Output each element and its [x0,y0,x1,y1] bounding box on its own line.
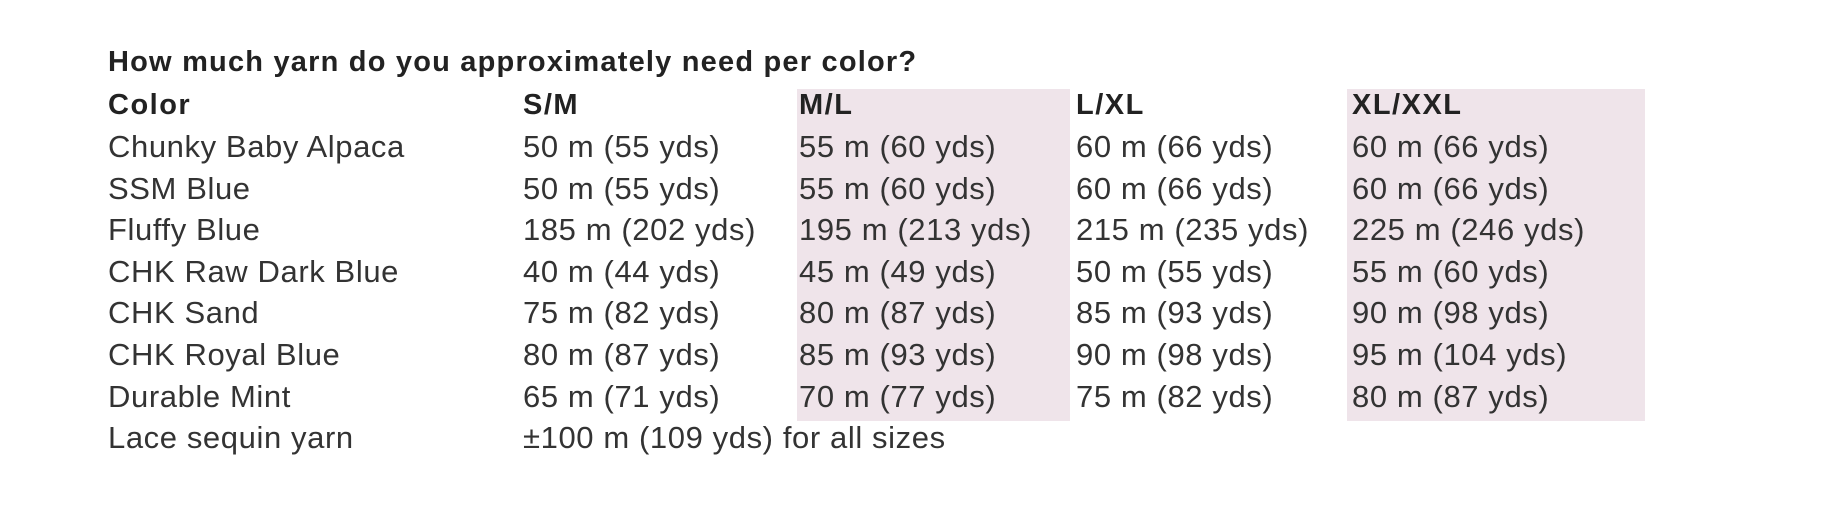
value-l-xl: 60 m (66 yds) [1076,170,1274,206]
row-label: CHK Raw Dark Blue [108,253,400,289]
row-label: Durable Mint [108,378,291,414]
value-s-m: 50 m (55 yds) [523,170,721,206]
column-highlight-m-l [797,89,1070,421]
value-s-m: 40 m (44 yds) [523,253,721,289]
row-label: SSM Blue [108,170,251,206]
value-l-xl: 215 m (235 yds) [1076,212,1309,248]
value-m-l: 55 m (60 yds) [799,170,997,206]
table-row: Durable Mint 65 m (71 yds) 70 m (77 yds) 75… [0,376,1848,417]
row-label: Fluffy Blue [108,212,261,248]
value-s-m: 75 m (82 yds) [523,295,721,331]
header-l-xl: L/XL [1076,89,1145,121]
value-xl-xxl: 55 m (60 yds) [1352,253,1550,289]
value-l-xl: 60 m (66 yds) [1076,129,1274,164]
value-m-l: 80 m (87 yds) [799,295,997,331]
header-xl-xxl: XL/XXL [1352,89,1463,121]
value-l-xl: 85 m (93 yds) [1076,295,1274,331]
value-l-xl: 90 m (98 yds) [1076,337,1274,372]
row-label: CHK Royal Blue [108,337,341,372]
value-l-xl: 75 m (82 yds) [1076,378,1274,414]
value-m-l: 85 m (93 yds) [799,337,997,372]
value-s-m: 50 m (55 yds) [523,129,721,164]
table-row: Chunky Baby Alpaca 50 m (55 yds) 55 m (60 … [0,126,1848,167]
row-label: Lace sequin yarn [108,420,354,455]
header-m-l: M/L [799,89,854,121]
value-xl-xxl: 60 m (66 yds) [1352,170,1550,206]
row-label: Chunky Baby Alpaca [108,129,405,164]
value-s-m: 80 m (87 yds) [523,337,721,372]
value-xl-xxl: 60 m (66 yds) [1352,129,1550,164]
value-m-l: 45 m (49 yds) [799,253,997,289]
table-row-footer: Lace sequin yarn ±100 m (109 yds) for al… [0,417,1848,458]
value-xl-xxl: 95 m (104 yds) [1352,337,1568,372]
value-m-l: 195 m (213 yds) [799,212,1032,248]
value-l-xl: 50 m (55 yds) [1076,253,1274,289]
table-row: CHK Sand 75 m (82 yds) 80 m (87 yds) 85 m (… [0,292,1848,333]
value-m-l: 70 m (77 yds) [799,378,997,414]
row-label: CHK Sand [108,295,260,331]
value-m-l: 55 m (60 yds) [799,129,997,164]
table-header: Color S/M M/L L/XL XL/XXL [0,85,1848,126]
header-color: Color [108,89,192,121]
page-title: How much yarn do you approximately need … [108,46,918,78]
value-s-m: 65 m (71 yds) [523,378,721,414]
value-xl-xxl: 80 m (87 yds) [1352,378,1550,414]
table-row: SSM Blue 50 m (55 yds) 55 m (60 yds) 60 m (… [0,168,1848,209]
table-row: Fluffy Blue 185 m (202 yds) 195 m (213 yds… [0,209,1848,250]
value-xl-xxl: 225 m (246 yds) [1352,212,1585,248]
table-row: CHK Raw Dark Blue 40 m (44 yds) 45 m (49 y… [0,251,1848,292]
value-xl-xxl: 90 m (98 yds) [1352,295,1550,331]
row-note: ±100 m (109 yds) for all sizes [523,420,946,455]
value-s-m: 185 m (202 yds) [523,212,756,248]
column-highlight-xl-xxl [1347,89,1645,421]
table-row: CHK Royal Blue 80 m (87 yds) 85 m (93 yds)… [0,334,1848,375]
header-s-m: S/M [523,89,580,121]
